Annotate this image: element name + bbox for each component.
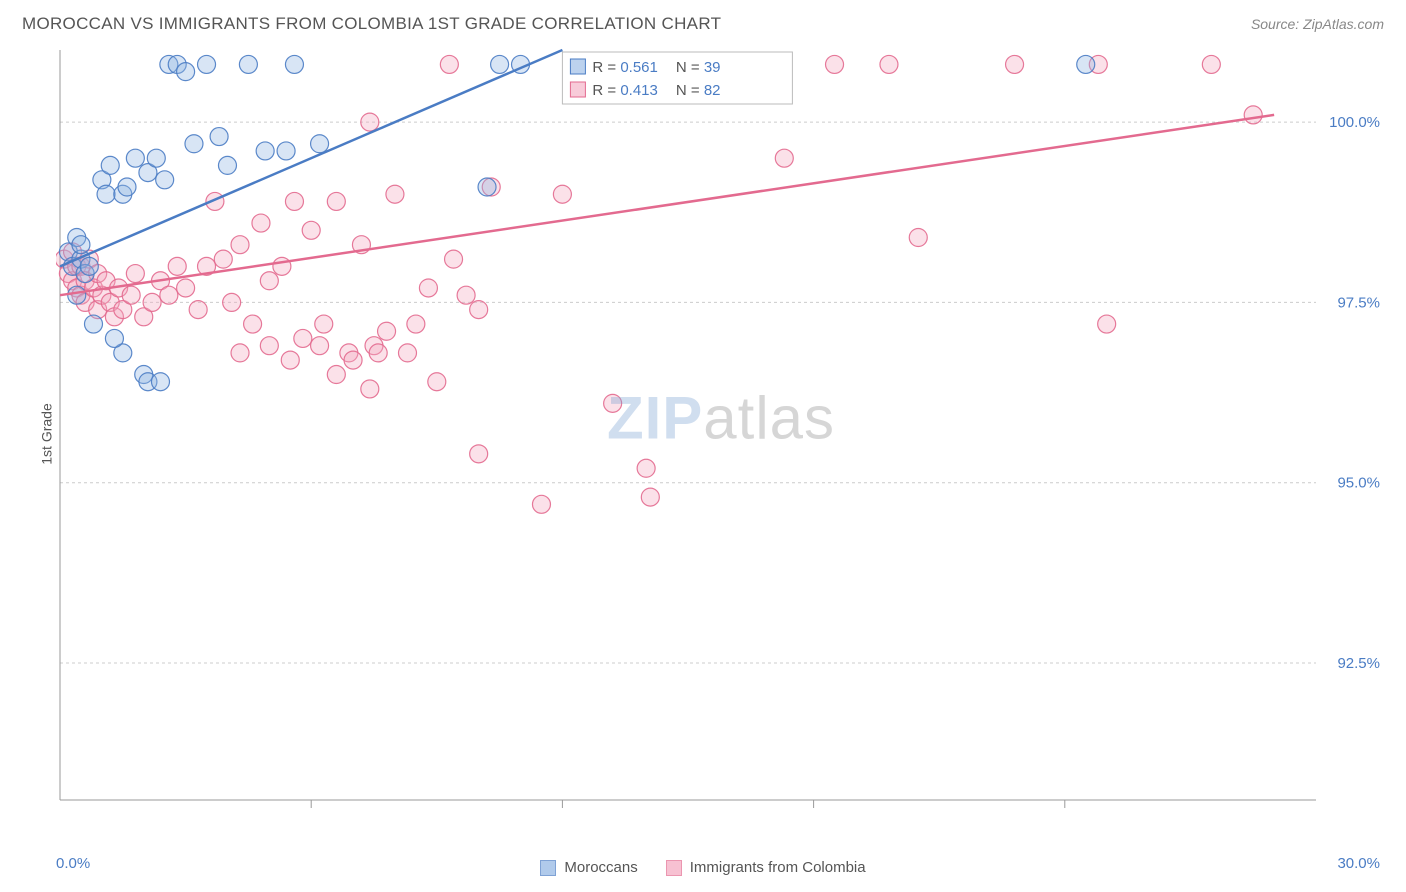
data-point: [84, 315, 102, 333]
data-point: [302, 221, 320, 239]
legend-colombia: Immigrants from Colombia: [666, 859, 866, 876]
data-point: [327, 366, 345, 384]
legend-label-colombia: Immigrants from Colombia: [690, 859, 866, 876]
data-point: [369, 344, 387, 362]
y-tick-label: 100.0%: [1329, 114, 1380, 131]
data-point: [252, 214, 270, 232]
data-point: [532, 495, 550, 513]
scatter-chart: 92.5% 95.0% 97.5% 100.0% R = 0.561N = 39 R = …: [56, 44, 1386, 824]
data-point: [386, 185, 404, 203]
data-point: [101, 156, 119, 174]
data-point: [80, 257, 98, 275]
data-point: [122, 286, 140, 304]
data-point: [105, 329, 123, 347]
data-point: [1077, 55, 1095, 73]
data-point: [231, 236, 249, 254]
data-point: [285, 55, 303, 73]
data-point: [419, 279, 437, 297]
data-point: [285, 192, 303, 210]
data-point: [231, 344, 249, 362]
legend-moroccans: Moroccans: [540, 859, 637, 876]
data-point: [244, 315, 262, 333]
data-point: [294, 329, 312, 347]
data-point: [361, 380, 379, 398]
data-point: [147, 149, 165, 167]
data-point: [72, 236, 90, 254]
chart-header: MOROCCAN VS IMMIGRANTS FROM COLOMBIA 1ST…: [0, 0, 1406, 44]
data-point: [189, 301, 207, 319]
trend-line: [60, 115, 1274, 295]
data-point: [311, 337, 329, 355]
data-point: [775, 149, 793, 167]
data-point: [260, 272, 278, 290]
data-point: [151, 373, 169, 391]
data-point: [214, 250, 232, 268]
data-point: [445, 250, 463, 268]
data-point: [277, 142, 295, 160]
data-point: [491, 55, 509, 73]
y-tick-label: 97.5%: [1337, 294, 1380, 311]
chart-title: MOROCCAN VS IMMIGRANTS FROM COLOMBIA 1ST…: [22, 14, 721, 34]
plot-area: 1st Grade ZIPatlas 92.5%95.0%97.5%100.0%…: [56, 44, 1386, 824]
data-point: [315, 315, 333, 333]
data-point: [378, 322, 396, 340]
footer-legend: Moroccans Immigrants from Colombia: [0, 859, 1406, 876]
data-point: [185, 135, 203, 153]
data-point: [1006, 55, 1024, 73]
data-point: [177, 63, 195, 81]
data-point: [218, 156, 236, 174]
data-point: [126, 265, 144, 283]
data-point: [909, 229, 927, 247]
data-point: [344, 351, 362, 369]
data-point: [604, 394, 622, 412]
y-tick-label: 95.0%: [1337, 475, 1380, 492]
data-point: [361, 113, 379, 131]
chart-source: Source: ZipAtlas.com: [1251, 16, 1384, 32]
data-point: [880, 55, 898, 73]
data-point: [177, 279, 195, 297]
legend-swatch-moroccans: [540, 860, 556, 876]
inner-legend-row: R = 0.413N = 82: [592, 82, 720, 99]
data-point: [407, 315, 425, 333]
data-point: [198, 55, 216, 73]
data-point: [156, 171, 174, 189]
data-point: [260, 337, 278, 355]
data-point: [160, 286, 178, 304]
data-point: [457, 286, 475, 304]
data-point: [826, 55, 844, 73]
y-axis-label: 1st Grade: [39, 403, 55, 464]
data-point: [168, 257, 186, 275]
data-point: [1098, 315, 1116, 333]
data-point: [327, 192, 345, 210]
data-point: [553, 185, 571, 203]
legend-label-moroccans: Moroccans: [564, 859, 637, 876]
inner-legend-swatch: [570, 82, 585, 97]
data-point: [256, 142, 274, 160]
data-point: [398, 344, 416, 362]
inner-legend-row: R = 0.561N = 39: [592, 59, 720, 76]
data-point: [478, 178, 496, 196]
data-point: [143, 293, 161, 311]
data-point: [281, 351, 299, 369]
data-point: [118, 178, 136, 196]
data-point: [641, 488, 659, 506]
data-point: [1202, 55, 1220, 73]
data-point: [239, 55, 257, 73]
inner-legend-swatch: [570, 59, 585, 74]
data-point: [440, 55, 458, 73]
data-point: [428, 373, 446, 391]
y-tick-label: 92.5%: [1337, 655, 1380, 672]
data-point: [470, 445, 488, 463]
data-point: [210, 128, 228, 146]
legend-swatch-colombia: [666, 860, 682, 876]
data-point: [223, 293, 241, 311]
data-point: [126, 149, 144, 167]
data-point: [470, 301, 488, 319]
data-point: [68, 286, 86, 304]
data-point: [1244, 106, 1262, 124]
data-point: [637, 459, 655, 477]
data-point: [311, 135, 329, 153]
data-point: [97, 185, 115, 203]
